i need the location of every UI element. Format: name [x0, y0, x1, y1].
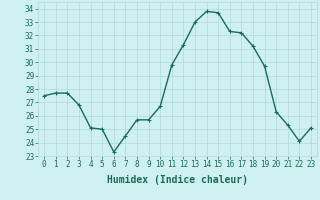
X-axis label: Humidex (Indice chaleur): Humidex (Indice chaleur)	[107, 175, 248, 185]
